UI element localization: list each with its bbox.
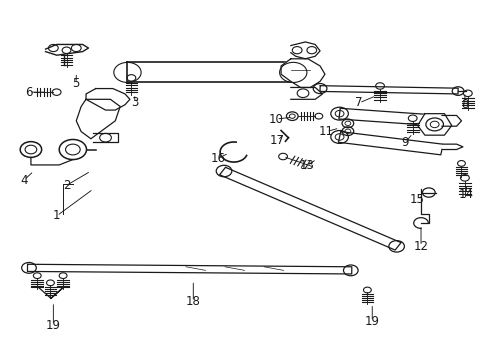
Text: 11: 11 bbox=[318, 125, 333, 138]
Polygon shape bbox=[290, 87, 322, 99]
Text: 15: 15 bbox=[409, 193, 424, 206]
Polygon shape bbox=[441, 144, 462, 149]
Text: 5: 5 bbox=[72, 77, 80, 90]
Text: 7: 7 bbox=[355, 96, 362, 109]
Polygon shape bbox=[76, 99, 120, 139]
Text: 8: 8 bbox=[460, 98, 468, 111]
Polygon shape bbox=[281, 59, 325, 87]
Text: 13: 13 bbox=[299, 159, 314, 172]
Text: 4: 4 bbox=[20, 174, 28, 186]
Text: 16: 16 bbox=[210, 152, 224, 165]
Text: 18: 18 bbox=[185, 296, 201, 309]
Text: 19: 19 bbox=[46, 319, 61, 332]
Polygon shape bbox=[86, 89, 130, 110]
Text: 9: 9 bbox=[401, 136, 408, 149]
Polygon shape bbox=[45, 44, 88, 55]
Text: 6: 6 bbox=[25, 86, 33, 99]
Polygon shape bbox=[420, 189, 428, 223]
Text: 10: 10 bbox=[268, 113, 283, 126]
Text: 1: 1 bbox=[53, 210, 61, 222]
Text: 3: 3 bbox=[131, 96, 138, 109]
Text: 17: 17 bbox=[269, 134, 285, 147]
Text: 12: 12 bbox=[413, 240, 427, 253]
Text: 2: 2 bbox=[62, 179, 70, 192]
Polygon shape bbox=[417, 114, 451, 135]
Text: 19: 19 bbox=[364, 315, 379, 328]
Polygon shape bbox=[290, 42, 320, 59]
Polygon shape bbox=[441, 116, 461, 126]
Text: 14: 14 bbox=[458, 188, 473, 201]
